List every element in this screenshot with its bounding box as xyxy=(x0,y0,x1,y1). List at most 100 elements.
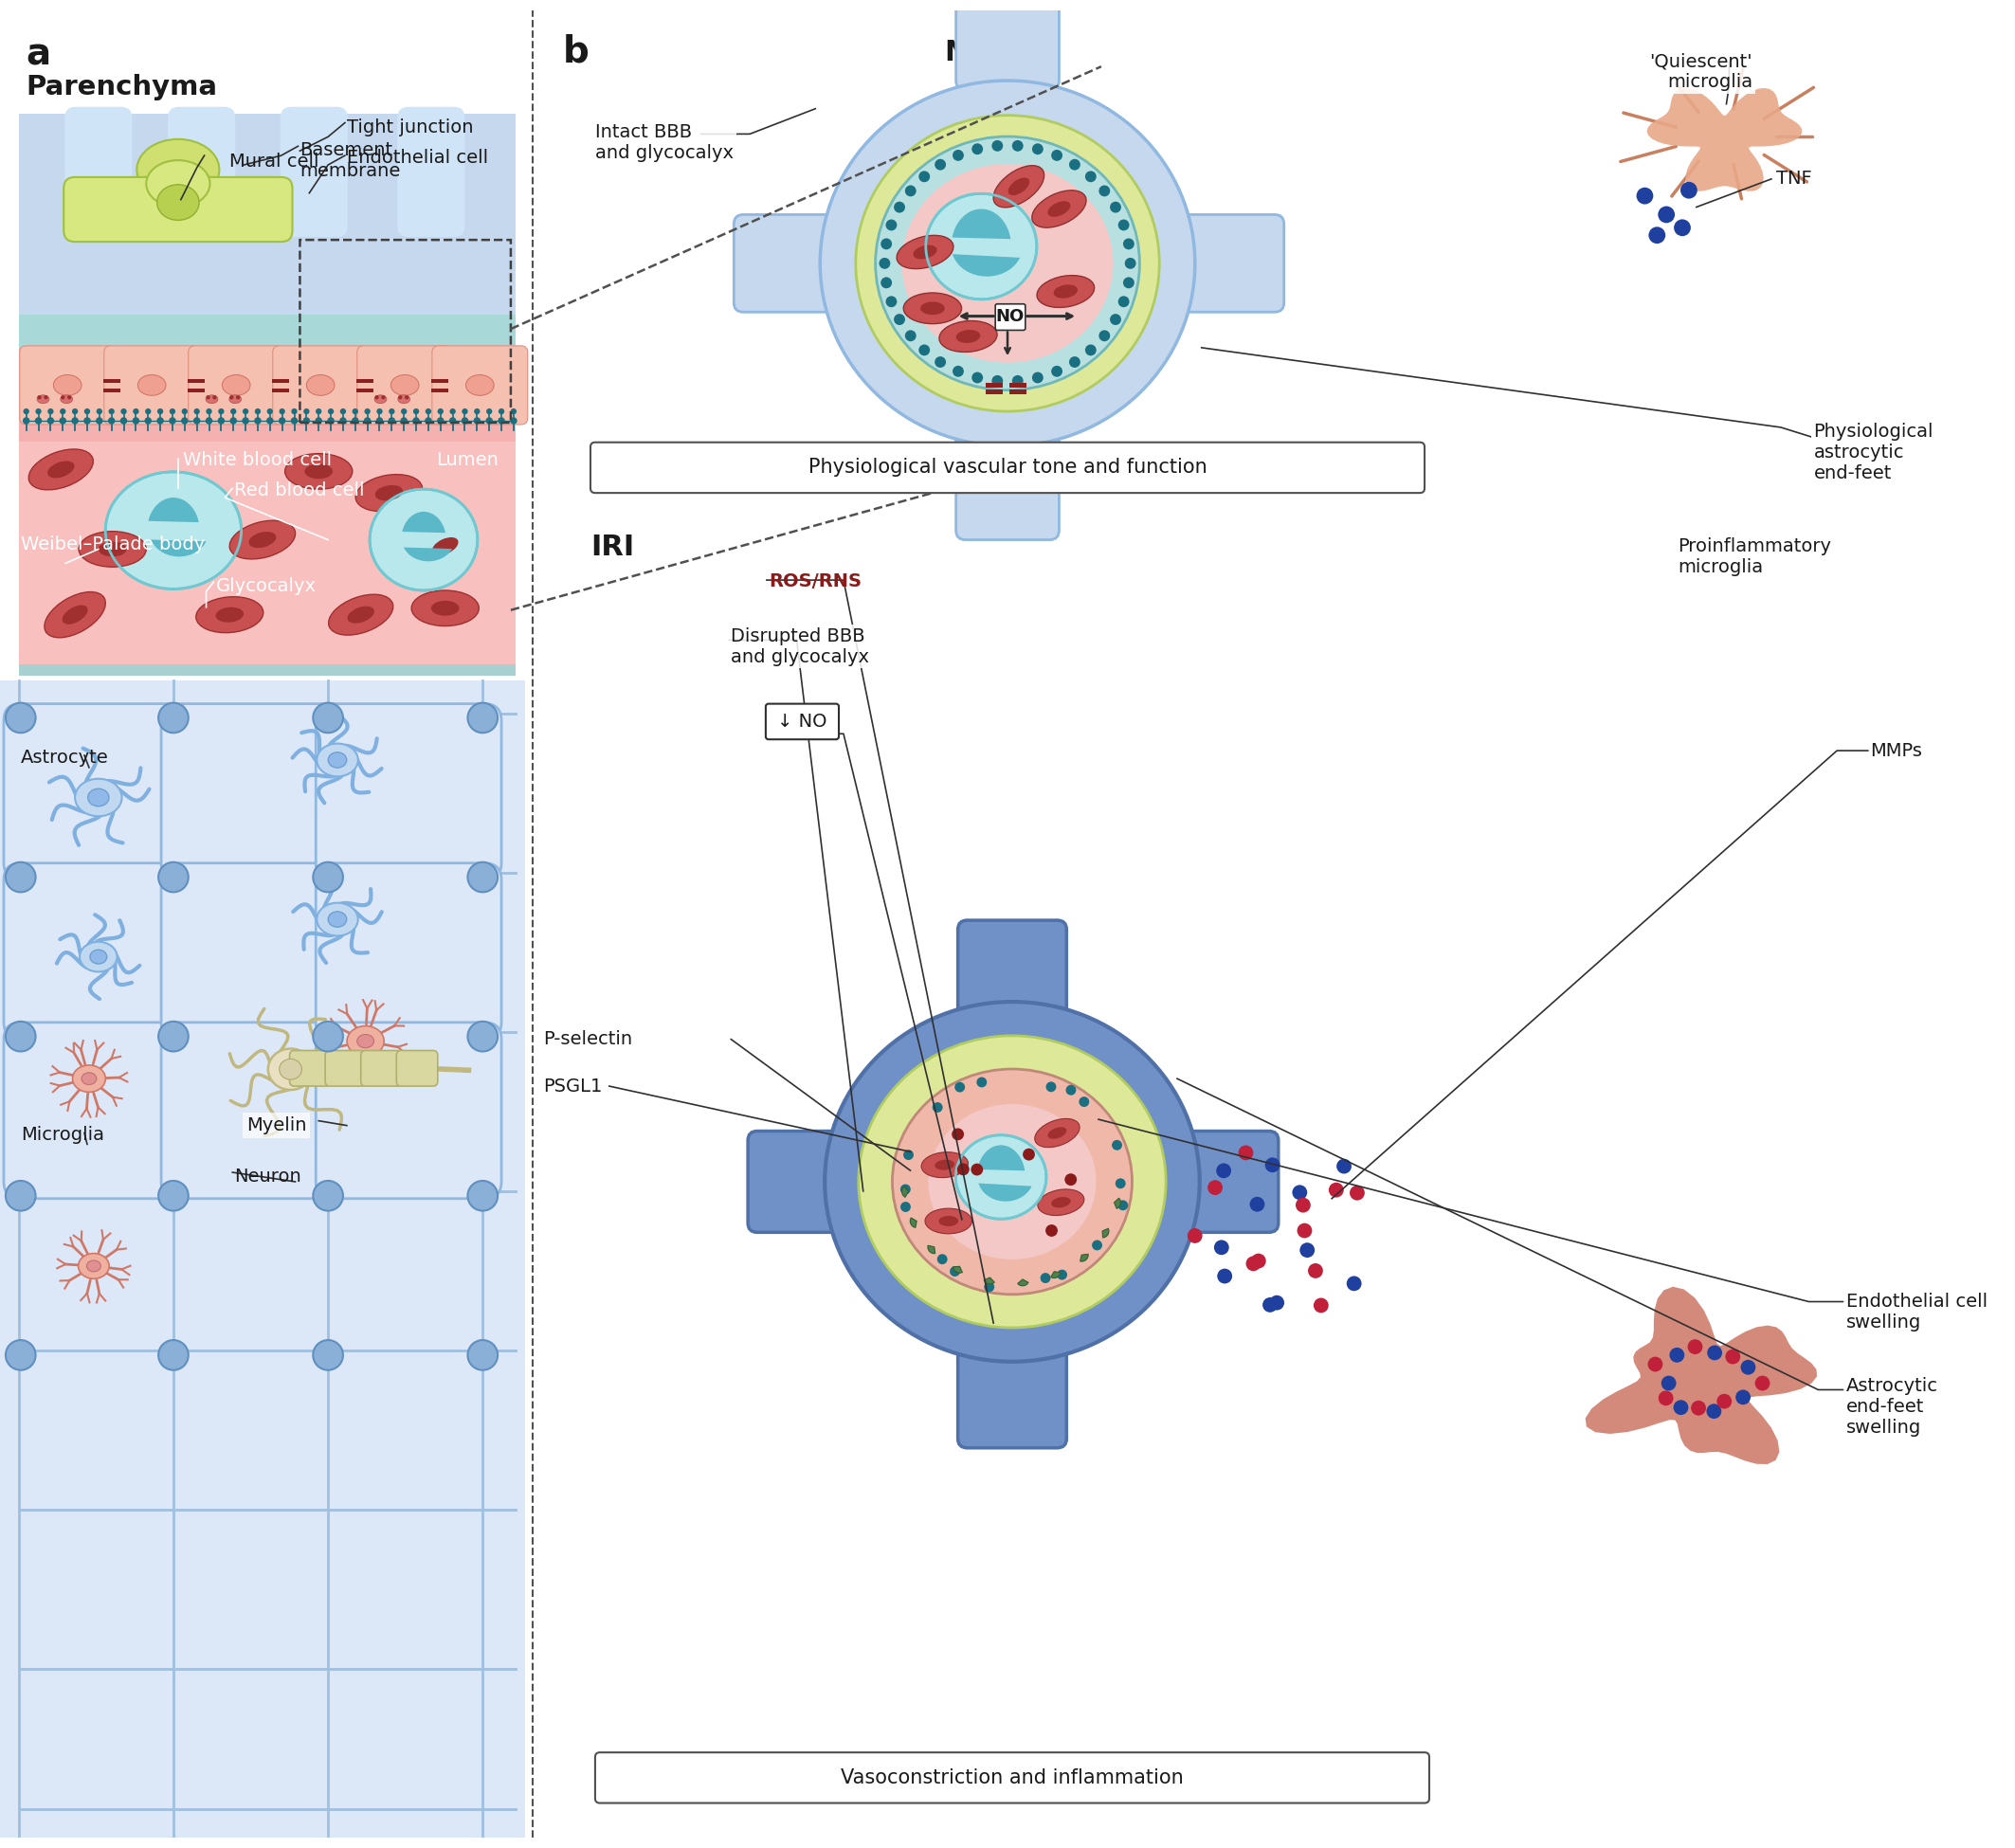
Ellipse shape xyxy=(44,591,105,638)
Circle shape xyxy=(1086,172,1096,183)
Ellipse shape xyxy=(913,246,937,259)
FancyBboxPatch shape xyxy=(280,107,349,237)
Circle shape xyxy=(85,408,91,414)
Circle shape xyxy=(1717,1393,1731,1408)
Circle shape xyxy=(905,185,917,196)
Circle shape xyxy=(413,408,419,414)
Ellipse shape xyxy=(411,590,480,626)
Circle shape xyxy=(1122,238,1134,249)
Circle shape xyxy=(957,1162,969,1175)
Circle shape xyxy=(1292,1185,1308,1199)
Circle shape xyxy=(312,863,343,893)
Ellipse shape xyxy=(137,139,220,200)
FancyBboxPatch shape xyxy=(955,0,1060,91)
Circle shape xyxy=(1636,187,1652,205)
Circle shape xyxy=(1046,1081,1056,1092)
Circle shape xyxy=(341,408,347,414)
Circle shape xyxy=(474,418,482,425)
FancyBboxPatch shape xyxy=(4,863,189,1039)
Ellipse shape xyxy=(1036,1118,1080,1148)
Text: MMPs: MMPs xyxy=(1870,741,1922,760)
Ellipse shape xyxy=(316,904,359,935)
FancyBboxPatch shape xyxy=(316,704,502,880)
Ellipse shape xyxy=(195,597,264,632)
Bar xyxy=(18,113,516,423)
Circle shape xyxy=(1346,1275,1362,1292)
Circle shape xyxy=(955,1081,965,1092)
Text: PSGL1: PSGL1 xyxy=(544,1077,602,1096)
Circle shape xyxy=(1066,1085,1076,1096)
Circle shape xyxy=(1024,1148,1036,1161)
Circle shape xyxy=(935,357,945,368)
FancyBboxPatch shape xyxy=(4,1022,189,1199)
Circle shape xyxy=(1658,207,1674,224)
Ellipse shape xyxy=(222,375,250,395)
Text: Parenchyma: Parenchyma xyxy=(26,74,218,100)
Circle shape xyxy=(467,1340,498,1369)
Circle shape xyxy=(230,408,236,414)
Text: Lumen: Lumen xyxy=(435,451,498,469)
Circle shape xyxy=(1118,296,1128,307)
Ellipse shape xyxy=(858,1035,1167,1327)
Ellipse shape xyxy=(939,1216,959,1227)
Ellipse shape xyxy=(431,538,457,556)
Circle shape xyxy=(169,408,175,414)
Ellipse shape xyxy=(375,486,403,501)
FancyBboxPatch shape xyxy=(766,704,838,739)
Circle shape xyxy=(1296,1198,1310,1212)
Bar xyxy=(272,379,288,383)
Circle shape xyxy=(971,144,983,155)
Circle shape xyxy=(36,408,42,414)
Circle shape xyxy=(242,418,250,425)
Circle shape xyxy=(242,408,248,414)
Circle shape xyxy=(881,238,893,249)
Text: Mural cell: Mural cell xyxy=(230,153,318,170)
Ellipse shape xyxy=(328,752,347,767)
Circle shape xyxy=(1269,1295,1284,1310)
Circle shape xyxy=(498,408,504,414)
Text: Proinflammatory
microglia: Proinflammatory microglia xyxy=(1678,538,1832,577)
Ellipse shape xyxy=(413,525,478,567)
Text: Physiological vascular tone and function: Physiological vascular tone and function xyxy=(808,458,1207,477)
Ellipse shape xyxy=(375,395,387,403)
Circle shape xyxy=(339,418,347,425)
FancyBboxPatch shape xyxy=(955,432,1060,540)
Text: White blood cell: White blood cell xyxy=(183,451,332,469)
Text: Myelin: Myelin xyxy=(246,1116,306,1135)
Text: ROS/RNS: ROS/RNS xyxy=(768,573,860,591)
Ellipse shape xyxy=(347,606,375,623)
Ellipse shape xyxy=(903,292,961,323)
Circle shape xyxy=(312,1022,343,1052)
Circle shape xyxy=(1350,1185,1364,1201)
Circle shape xyxy=(206,418,212,425)
Ellipse shape xyxy=(893,1068,1132,1294)
Text: ↓ NO: ↓ NO xyxy=(778,713,826,730)
Circle shape xyxy=(44,395,48,399)
Circle shape xyxy=(206,408,212,414)
Circle shape xyxy=(1300,1242,1314,1258)
Circle shape xyxy=(159,1340,187,1369)
Circle shape xyxy=(1012,140,1024,152)
Ellipse shape xyxy=(824,1002,1199,1362)
Circle shape xyxy=(401,408,407,414)
Ellipse shape xyxy=(897,235,953,268)
Ellipse shape xyxy=(347,1026,385,1057)
Circle shape xyxy=(312,1181,343,1210)
Text: Astrocytic
end-feet
swelling: Astrocytic end-feet swelling xyxy=(1846,1377,1938,1436)
Circle shape xyxy=(290,418,298,425)
Circle shape xyxy=(498,418,506,425)
Circle shape xyxy=(935,159,945,170)
Circle shape xyxy=(266,408,272,414)
Circle shape xyxy=(1040,1273,1050,1283)
Ellipse shape xyxy=(105,471,242,590)
Circle shape xyxy=(991,140,1003,152)
Ellipse shape xyxy=(36,395,48,403)
Circle shape xyxy=(1689,1340,1703,1355)
Ellipse shape xyxy=(137,375,165,395)
Circle shape xyxy=(1755,1375,1769,1392)
Circle shape xyxy=(901,1201,911,1212)
Circle shape xyxy=(1122,277,1134,288)
FancyBboxPatch shape xyxy=(316,1022,502,1199)
Text: Vasoconstriction and inflammation: Vasoconstriction and inflammation xyxy=(840,1769,1183,1787)
Ellipse shape xyxy=(91,950,107,965)
